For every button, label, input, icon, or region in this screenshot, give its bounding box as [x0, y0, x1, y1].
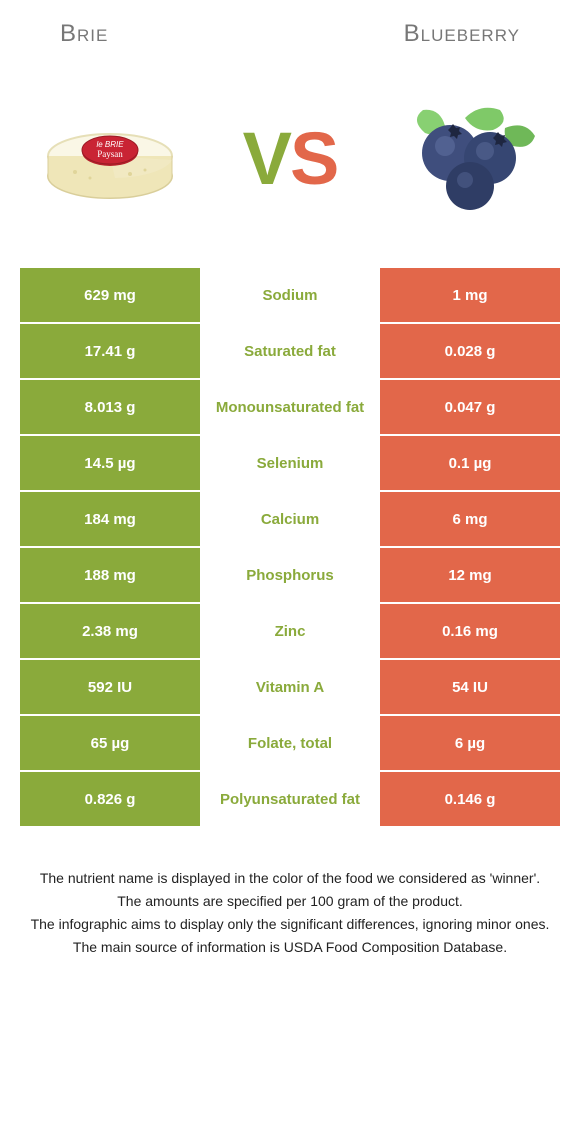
nutrient-label: Vitamin A [200, 660, 380, 716]
title-left: Brie [60, 20, 108, 48]
nutrient-label: Zinc [200, 604, 380, 660]
comparison-table: 629 mgSodium1 mg17.41 gSaturated fat0.02… [20, 268, 560, 828]
value-right: 0.028 g [380, 324, 560, 380]
value-left: 17.41 g [20, 324, 200, 380]
table-row: 629 mgSodium1 mg [20, 268, 560, 324]
value-left: 0.826 g [20, 772, 200, 828]
value-right: 0.146 g [380, 772, 560, 828]
footnotes: The nutrient name is displayed in the co… [0, 828, 580, 958]
table-row: 592 IUVitamin A54 IU [20, 660, 560, 716]
value-right: 0.1 µg [380, 436, 560, 492]
value-left: 629 mg [20, 268, 200, 324]
nutrient-label: Polyunsaturated fat [200, 772, 380, 828]
value-left: 65 µg [20, 716, 200, 772]
blueberry-image [390, 78, 550, 238]
vs-s: S [290, 117, 337, 200]
vs-label: VS [243, 116, 338, 201]
footnote-line: The amounts are specified per 100 gram o… [28, 891, 552, 912]
table-row: 14.5 µgSelenium0.1 µg [20, 436, 560, 492]
value-left: 592 IU [20, 660, 200, 716]
value-left: 2.38 mg [20, 604, 200, 660]
nutrient-label: Selenium [200, 436, 380, 492]
footnote-line: The main source of information is USDA F… [28, 937, 552, 958]
table-row: 8.013 gMonounsaturated fat0.047 g [20, 380, 560, 436]
nutrient-label: Phosphorus [200, 548, 380, 604]
footnote-line: The nutrient name is displayed in the co… [28, 868, 552, 889]
value-right: 0.16 mg [380, 604, 560, 660]
value-right: 54 IU [380, 660, 560, 716]
nutrient-label: Saturated fat [200, 324, 380, 380]
nutrient-label: Folate, total [200, 716, 380, 772]
svg-text:le BRIE: le BRIE [96, 140, 124, 149]
svg-text:Paysan: Paysan [97, 149, 123, 159]
footnote-line: The infographic aims to display only the… [28, 914, 552, 935]
value-right: 12 mg [380, 548, 560, 604]
table-row: 65 µgFolate, total6 µg [20, 716, 560, 772]
value-right: 6 mg [380, 492, 560, 548]
value-right: 0.047 g [380, 380, 560, 436]
nutrient-label: Monounsaturated fat [200, 380, 380, 436]
table-row: 184 mgCalcium6 mg [20, 492, 560, 548]
value-left: 184 mg [20, 492, 200, 548]
value-right: 1 mg [380, 268, 560, 324]
title-right: Blueberry [404, 20, 520, 48]
table-row: 0.826 gPolyunsaturated fat0.146 g [20, 772, 560, 828]
value-left: 8.013 g [20, 380, 200, 436]
vs-v: V [243, 117, 290, 200]
nutrient-label: Calcium [200, 492, 380, 548]
header: Brie Blueberry [0, 0, 580, 58]
table-row: 17.41 gSaturated fat0.028 g [20, 324, 560, 380]
value-left: 14.5 µg [20, 436, 200, 492]
table-row: 188 mgPhosphorus12 mg [20, 548, 560, 604]
nutrient-label: Sodium [200, 268, 380, 324]
hero-row: le BRIE Paysan VS [0, 58, 580, 268]
value-left: 188 mg [20, 548, 200, 604]
value-right: 6 µg [380, 716, 560, 772]
brie-image: le BRIE Paysan [30, 78, 190, 238]
table-row: 2.38 mgZinc0.16 mg [20, 604, 560, 660]
